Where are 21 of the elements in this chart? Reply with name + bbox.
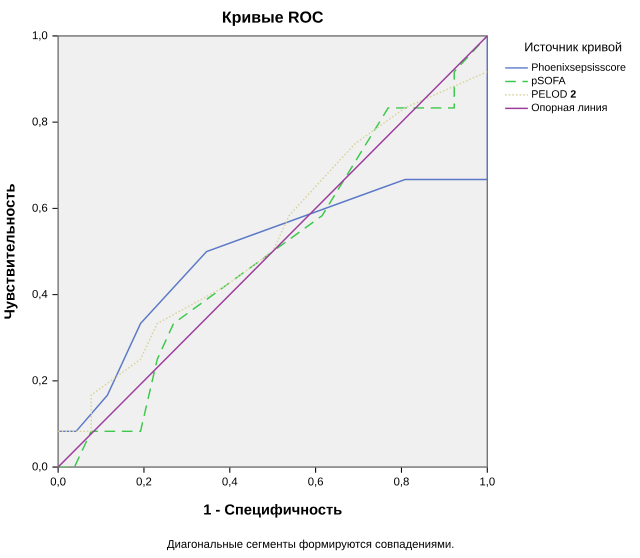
y-tick-label: 0,6 — [32, 204, 48, 214]
y-tick-label: 1,0 — [32, 31, 48, 41]
x-tick-label: 0,0 — [50, 478, 66, 487]
y-tick-label: 0,8 — [32, 118, 48, 127]
y-tick-label: 0,2 — [32, 376, 48, 386]
legend-title: Источник кривой — [525, 42, 622, 54]
x-tick-label: 0,8 — [394, 478, 409, 487]
x-tick-label: 0,6 — [308, 478, 323, 487]
text: Диагональные сегменты формируются совпадениями. — [166, 540, 454, 550]
legend-label: Phoenixsepsisscore — [532, 63, 626, 74]
legend-label: pSOFA — [532, 76, 566, 86]
legend-label: Опорная линия — [532, 104, 607, 114]
x-axis-title: 1 - Специфичность — [204, 504, 342, 518]
x-tick-label: 1,0 — [480, 478, 495, 487]
y-tick-label: 0,4 — [32, 290, 48, 300]
y-tick-label: 0,0 — [32, 462, 48, 472]
x-tick-label: 0,4 — [222, 478, 238, 487]
chart-title: Кривые ROC — [222, 11, 324, 26]
y-axis-title: Чувствительность — [4, 184, 18, 319]
x-tick-label: 0,2 — [136, 478, 152, 487]
legend-label: PELOD 2 — [532, 90, 576, 98]
